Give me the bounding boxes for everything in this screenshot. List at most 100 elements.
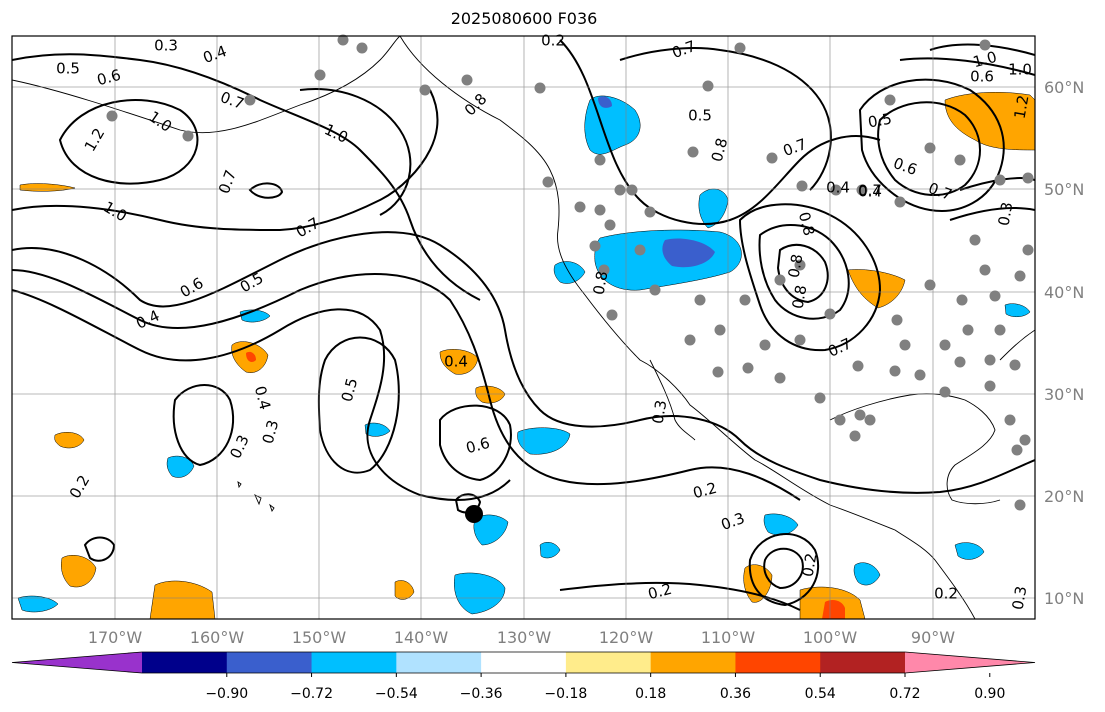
positive-anomaly-region bbox=[944, 92, 1035, 151]
station-marker bbox=[889, 365, 901, 377]
lon-label-100w: 100°W bbox=[803, 628, 858, 647]
colorbar-tick-label: −0.90 bbox=[205, 686, 248, 702]
station-marker bbox=[574, 201, 586, 213]
station-marker bbox=[852, 360, 864, 372]
station-marker bbox=[1004, 414, 1016, 426]
lon-label-140w: 140°W bbox=[394, 628, 449, 647]
contour-label: 0.8 bbox=[795, 210, 819, 238]
contour-label: 0.3 bbox=[995, 201, 1017, 228]
contour-label: 0.6 bbox=[970, 68, 994, 86]
station-marker bbox=[854, 409, 866, 421]
station-marker bbox=[994, 174, 1006, 186]
lat-label-50n: 50°N bbox=[1044, 180, 1084, 199]
contour-label: 1.0 bbox=[1008, 61, 1032, 79]
contour-line bbox=[83, 536, 116, 562]
contour-label: 1.2 bbox=[1011, 94, 1033, 121]
map-title: 2025080600 F036 bbox=[450, 9, 598, 28]
contour-line bbox=[858, 78, 1005, 212]
colorbar-segment bbox=[481, 652, 567, 673]
lat-label-30n: 30°N bbox=[1044, 385, 1084, 404]
positive-anomaly-region bbox=[54, 432, 85, 449]
station-marker bbox=[742, 362, 754, 374]
positive-anomaly-region bbox=[61, 555, 97, 588]
station-marker bbox=[649, 284, 661, 296]
colorbar-tick-label: 0.18 bbox=[635, 686, 666, 702]
station-marker bbox=[979, 264, 991, 276]
contour-line bbox=[12, 53, 481, 301]
station-marker bbox=[884, 94, 896, 106]
storm-center-marker bbox=[465, 505, 483, 523]
station-marker bbox=[796, 180, 808, 192]
contour-label: 0.4 bbox=[251, 384, 275, 412]
colorbar-segment bbox=[650, 652, 736, 673]
contour-line bbox=[758, 224, 850, 320]
lon-label-130w: 130°W bbox=[497, 628, 552, 647]
contour-label: 0.2 bbox=[934, 585, 958, 603]
contour-lines bbox=[12, 39, 1035, 611]
negative-anomaly-region bbox=[539, 542, 561, 559]
contour-line bbox=[738, 203, 882, 352]
contour-label: 1.0 bbox=[971, 48, 999, 72]
station-marker bbox=[774, 372, 786, 384]
station-marker bbox=[814, 392, 826, 404]
station-marker bbox=[1014, 499, 1026, 511]
station-marker bbox=[356, 42, 368, 54]
lon-label-110w: 110°W bbox=[701, 628, 756, 647]
station-marker bbox=[979, 39, 991, 51]
colorbar-extend-min bbox=[12, 652, 142, 673]
station-marker bbox=[712, 366, 724, 378]
lat-label-40n: 40°N bbox=[1044, 283, 1084, 302]
negative-anomaly-region bbox=[954, 542, 985, 560]
station-marker bbox=[419, 84, 431, 96]
station-marker bbox=[824, 308, 836, 320]
contour-label: 0.4 bbox=[826, 179, 850, 197]
colorbar-segment bbox=[396, 652, 482, 673]
negative-anomaly-region bbox=[454, 572, 506, 615]
contour-label: 0.2 bbox=[541, 32, 565, 50]
station-marker bbox=[956, 294, 968, 306]
contour-line bbox=[12, 269, 801, 501]
contour-line bbox=[748, 533, 820, 607]
baja-coastline bbox=[649, 359, 696, 441]
station-marker bbox=[939, 386, 951, 398]
station-marker bbox=[687, 146, 699, 158]
positive-anomaly-region bbox=[439, 349, 479, 375]
map-frame bbox=[11, 35, 1036, 620]
station-marker bbox=[734, 42, 746, 54]
lat-label-60n: 60°N bbox=[1044, 78, 1084, 97]
negative-anomaly-region bbox=[166, 455, 195, 478]
contour-label: 0.3 bbox=[259, 418, 283, 446]
station-marker bbox=[461, 74, 473, 86]
negative-anomaly-region bbox=[598, 96, 612, 108]
contour-label: 0.5 bbox=[688, 107, 712, 125]
longitude-labels: 170°W 160°W 150°W 140°W 130°W 120°W 110°… bbox=[88, 628, 955, 647]
contour-line bbox=[899, 57, 1035, 76]
negative-anomaly-region bbox=[473, 514, 509, 546]
contour-label: 0.8 bbox=[789, 284, 811, 311]
station-marker bbox=[1014, 270, 1026, 282]
contour-label: 0.7 bbox=[858, 182, 882, 200]
station-marker bbox=[924, 279, 936, 291]
contour-line bbox=[439, 404, 512, 482]
station-marker bbox=[1019, 434, 1031, 446]
colorbar-tick-label: −0.54 bbox=[375, 686, 418, 702]
contour-line bbox=[12, 231, 1035, 494]
station-marker bbox=[337, 34, 349, 46]
station-marker bbox=[924, 142, 936, 154]
station-marker bbox=[766, 152, 778, 164]
contour-label: 0.2 bbox=[691, 479, 719, 503]
station-marker bbox=[834, 414, 846, 426]
station-marker bbox=[969, 234, 981, 246]
station-marker bbox=[1022, 244, 1034, 256]
alaska-coastline bbox=[12, 36, 401, 134]
east-coastline bbox=[999, 329, 1035, 361]
colorbar-tick-label: 0.36 bbox=[720, 686, 751, 702]
positive-anomaly-region bbox=[475, 385, 506, 404]
coastlines bbox=[12, 36, 1035, 619]
negative-anomaly-region bbox=[662, 238, 715, 268]
colorbar-tick-label: −0.72 bbox=[290, 686, 333, 702]
positive-anomaly-region bbox=[394, 580, 415, 600]
contour-line bbox=[454, 493, 482, 514]
station-marker bbox=[1009, 359, 1021, 371]
contour-label: 0.5 bbox=[56, 60, 80, 78]
